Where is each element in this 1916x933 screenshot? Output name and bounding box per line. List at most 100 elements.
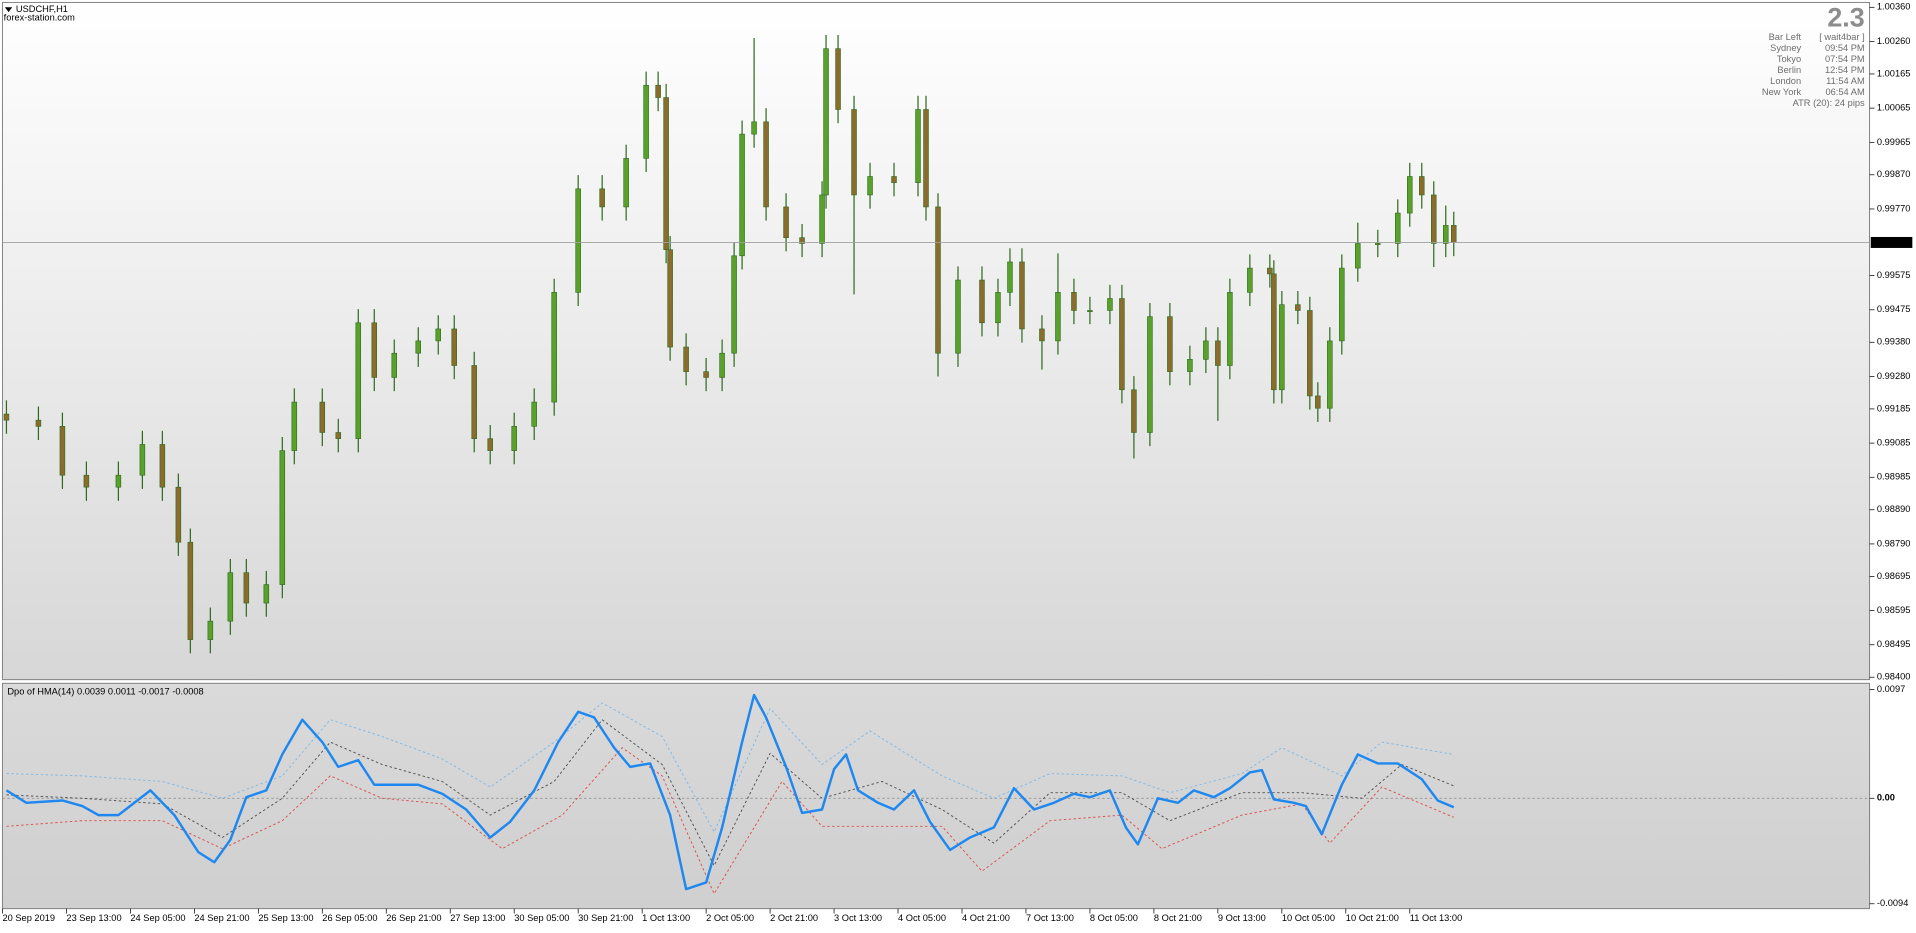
y-tick-label: -0.0094	[1877, 898, 1908, 908]
candle-body	[1007, 261, 1013, 293]
x-tick-label: 30 Sep 21:00	[578, 913, 633, 923]
x-tick-label: 2 Oct 05:00	[706, 913, 754, 923]
candle-body	[243, 572, 250, 604]
x-tick-label: 26 Sep 05:00	[322, 913, 377, 923]
candle-body	[739, 133, 745, 257]
spread-value: 2.3	[1827, 3, 1864, 33]
candle-body	[291, 401, 298, 451]
info-value: 06:54 AM	[1825, 87, 1864, 97]
candle-body	[1203, 340, 1209, 360]
candle-body	[35, 419, 42, 427]
x-tick-label: 25 Sep 13:00	[258, 913, 313, 923]
candle-body	[391, 352, 398, 378]
y-tick-label: 0.98495	[1877, 639, 1911, 649]
candle-body	[867, 176, 873, 196]
indicator-line	[5, 693, 1455, 891]
candle-body	[3, 413, 10, 421]
candle-body	[783, 206, 789, 238]
y-tick-label: 0.98985	[1877, 472, 1911, 482]
x-tick-label: 1 Oct 13:00	[642, 913, 690, 923]
info-label: Tokyo	[1777, 54, 1801, 64]
info-value: 07:54 PM	[1825, 54, 1865, 64]
candle-body	[335, 432, 342, 439]
candle-body	[995, 292, 1001, 324]
indicator-line	[6, 702, 1454, 833]
candle-body	[1327, 340, 1333, 409]
candle-body	[415, 340, 421, 354]
x-tick-label: 7 Oct 13:00	[1026, 913, 1074, 923]
candle-body	[435, 328, 441, 342]
candle-body	[891, 176, 897, 183]
y-tick-label: 0.99575	[1877, 270, 1911, 280]
candle-body	[935, 206, 941, 354]
candle-body	[979, 279, 985, 324]
candle-body	[1147, 316, 1153, 433]
candle-body	[1187, 359, 1193, 372]
candle-body	[1407, 176, 1413, 214]
x-tick-label: 24 Sep 05:00	[130, 913, 185, 923]
candle-body	[471, 365, 477, 439]
y-tick-label: 0.99770	[1877, 203, 1911, 213]
candle-body	[763, 121, 769, 208]
candle-body	[139, 444, 146, 476]
candle-body	[643, 84, 649, 159]
x-tick-label: 10 Oct 05:00	[1282, 913, 1335, 923]
candle-body	[1267, 267, 1273, 275]
candle-body	[319, 401, 326, 433]
menu-arrow[interactable]	[4, 7, 13, 13]
candle-body	[371, 322, 378, 378]
candle-body	[187, 541, 194, 640]
candle-body	[1315, 395, 1321, 409]
candle-body	[1279, 304, 1285, 391]
candle-body	[1227, 292, 1233, 366]
candle-body	[703, 371, 709, 378]
candle-body	[623, 158, 629, 208]
candle-body	[731, 255, 737, 354]
y-tick-label: 1.00360	[1877, 2, 1911, 12]
candle-body	[451, 328, 457, 366]
y-tick-label: 0.99965	[1877, 137, 1911, 147]
info-panel: 2.3 ATR (20): 24 pips Bar Left [ wait4bar…	[1762, 3, 1865, 108]
info-label: Berlin	[1777, 65, 1801, 75]
y-tick-label: 0.98400	[1877, 672, 1911, 682]
candle-body	[1131, 389, 1137, 433]
x-tick-label: 10 Oct 21:00	[1346, 913, 1399, 923]
candle-body	[1339, 267, 1345, 342]
candle-body	[823, 48, 829, 196]
y-tick-label: 1.00065	[1877, 103, 1911, 113]
candle-body	[1247, 267, 1253, 293]
candle-body	[667, 249, 673, 348]
info-label: Bar Left	[1769, 32, 1802, 42]
y-tick-label: 0.98695	[1877, 571, 1911, 581]
source-label: forex-station.com	[4, 13, 75, 23]
candle-body	[1451, 225, 1457, 243]
info-value: [ wait4bar ]	[1819, 32, 1864, 42]
x-tick-label: 24 Sep 21:00	[194, 913, 249, 923]
info-label: London	[1770, 76, 1801, 86]
candle-body	[1307, 310, 1313, 397]
candle-body	[279, 450, 286, 585]
candle-body	[511, 426, 517, 451]
candle-body	[915, 109, 921, 183]
x-tick-label: 23 Sep 13:00	[66, 913, 121, 923]
candle-body	[663, 97, 669, 250]
y-tick-label: 0.99475	[1877, 304, 1911, 314]
candle-body	[751, 121, 757, 135]
x-tick-label: 4 Oct 21:00	[962, 913, 1010, 923]
candle-body	[115, 474, 122, 488]
candle-body	[227, 572, 234, 622]
candle-body	[551, 292, 557, 403]
candle-body	[531, 401, 537, 427]
candle-body	[1071, 292, 1077, 311]
candle-body	[835, 48, 841, 110]
x-tick-label: 2 Oct 21:00	[770, 913, 818, 923]
candle-body	[1271, 273, 1277, 391]
candle-body	[1215, 340, 1221, 366]
current-price-label: 0.99672	[1873, 237, 1907, 247]
indicator-line	[6, 747, 1454, 895]
x-tick-label: 9 Oct 13:00	[1218, 913, 1266, 923]
candle-body	[175, 486, 182, 543]
candle-body	[1431, 194, 1437, 244]
